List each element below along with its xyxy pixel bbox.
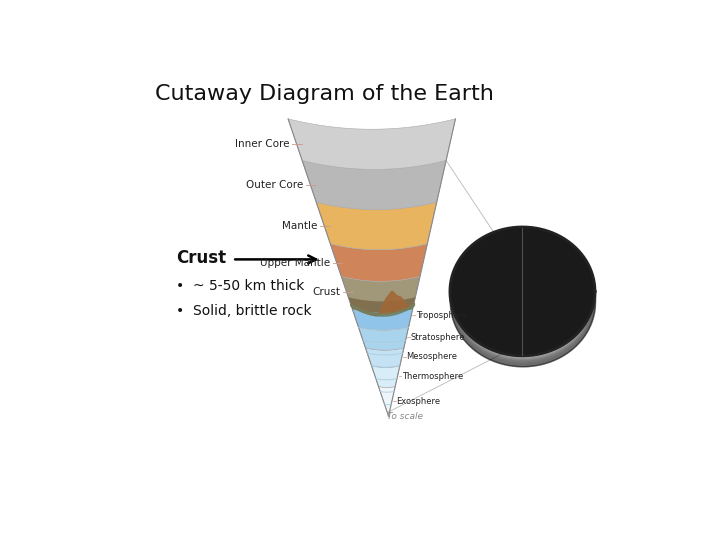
Polygon shape	[372, 366, 400, 388]
Ellipse shape	[485, 258, 560, 325]
Polygon shape	[330, 244, 428, 281]
Polygon shape	[288, 119, 456, 170]
Text: Inner Core: Inner Core	[235, 139, 289, 150]
Text: Upper Mantle: Upper Mantle	[260, 258, 330, 268]
Text: Exosphere: Exosphere	[396, 397, 441, 406]
Ellipse shape	[517, 286, 528, 296]
Ellipse shape	[521, 289, 525, 293]
Polygon shape	[351, 303, 414, 330]
Polygon shape	[359, 327, 409, 350]
Ellipse shape	[459, 235, 586, 348]
Text: Stratosphere: Stratosphere	[410, 333, 465, 342]
Polygon shape	[366, 348, 404, 367]
Ellipse shape	[450, 227, 595, 356]
Text: Mesosphere: Mesosphere	[406, 352, 457, 361]
Ellipse shape	[508, 279, 537, 305]
Text: •  Solid, brittle rock: • Solid, brittle rock	[176, 304, 312, 318]
Polygon shape	[302, 160, 446, 210]
Polygon shape	[349, 299, 415, 308]
Text: Cutaway Diagram of the Earth: Cutaway Diagram of the Earth	[155, 84, 494, 104]
Polygon shape	[316, 202, 437, 249]
Text: Crust: Crust	[312, 287, 341, 297]
Polygon shape	[348, 297, 415, 313]
Text: Not to
scale: Not to scale	[472, 286, 498, 305]
Polygon shape	[379, 387, 395, 416]
Text: Thermosphere: Thermosphere	[402, 372, 463, 381]
Text: Crust: Crust	[176, 249, 227, 267]
Ellipse shape	[473, 247, 572, 335]
Ellipse shape	[496, 268, 549, 315]
Text: Mantle: Mantle	[282, 221, 318, 231]
Text: •  ~ 5-50 km thick: • ~ 5-50 km thick	[176, 279, 305, 293]
Polygon shape	[341, 276, 420, 307]
Text: Outer Core: Outer Core	[246, 180, 304, 191]
Text: To scale: To scale	[387, 411, 423, 421]
Ellipse shape	[453, 230, 592, 353]
Text: Troposphere: Troposphere	[415, 310, 467, 320]
